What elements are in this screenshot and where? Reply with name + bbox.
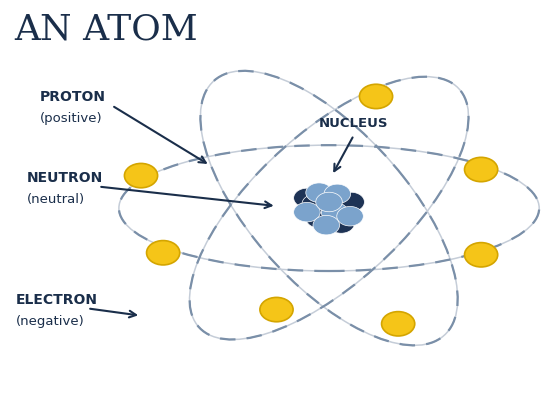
Circle shape xyxy=(294,189,320,208)
Circle shape xyxy=(382,312,415,336)
Circle shape xyxy=(306,209,332,228)
Circle shape xyxy=(328,214,354,234)
Text: (positive): (positive) xyxy=(40,111,102,124)
Text: (negative): (negative) xyxy=(15,314,84,327)
Circle shape xyxy=(359,85,393,109)
Text: AN ATOM: AN ATOM xyxy=(14,12,197,46)
Circle shape xyxy=(324,185,351,204)
Circle shape xyxy=(124,164,158,188)
Circle shape xyxy=(306,183,332,203)
Text: NEUTRON: NEUTRON xyxy=(27,171,103,184)
Circle shape xyxy=(465,243,498,267)
Circle shape xyxy=(147,241,180,265)
Circle shape xyxy=(260,298,293,322)
Circle shape xyxy=(337,207,363,226)
Text: ELECTRON: ELECTRON xyxy=(15,292,97,306)
Circle shape xyxy=(321,203,348,222)
Circle shape xyxy=(338,193,364,212)
Text: (neutral): (neutral) xyxy=(27,192,85,205)
Circle shape xyxy=(465,158,498,182)
Text: NUCLEUS: NUCLEUS xyxy=(319,117,389,130)
Circle shape xyxy=(302,195,328,214)
Circle shape xyxy=(294,203,320,222)
Circle shape xyxy=(316,193,342,212)
Circle shape xyxy=(313,216,340,235)
Text: PROTON: PROTON xyxy=(40,90,106,103)
